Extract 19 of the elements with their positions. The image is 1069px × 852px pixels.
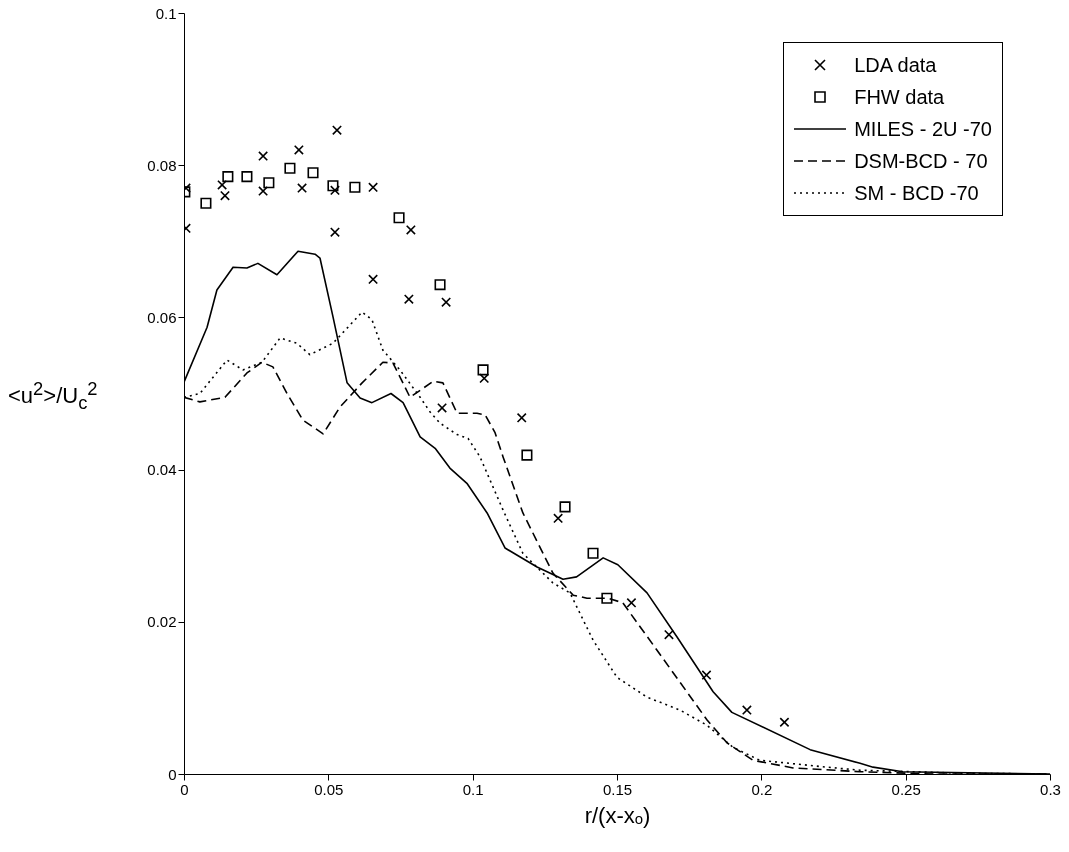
y-tick-label: 0.1 xyxy=(155,4,177,22)
x-tick-label: 0.1 xyxy=(462,780,484,798)
x-tick-label: 0.2 xyxy=(751,780,773,798)
y-tick-label: 0.04 xyxy=(147,461,177,479)
x-axis-title: r/(x-xₒ) xyxy=(584,802,651,828)
y-tick-label: 0.08 xyxy=(147,156,177,174)
legend-label: DSM-BCD - 70 xyxy=(854,149,988,173)
y-tick-label: 0.06 xyxy=(147,308,177,326)
x-tick-label: 0.05 xyxy=(314,780,344,798)
legend-label: MILES - 2U -70 xyxy=(854,117,992,141)
legend-label: FHW data xyxy=(854,85,945,109)
legend-label: LDA data xyxy=(854,53,937,77)
y-tick-label: 0.02 xyxy=(147,613,177,631)
x-tick-label: 0.3 xyxy=(1040,780,1061,798)
legend-label: SM - BCD -70 xyxy=(854,181,979,205)
x-tick-label: 0.15 xyxy=(602,780,633,798)
y-tick-label: 0 xyxy=(168,765,177,783)
x-tick-label: 0 xyxy=(180,780,189,798)
x-tick-label: 0.25 xyxy=(891,780,921,798)
